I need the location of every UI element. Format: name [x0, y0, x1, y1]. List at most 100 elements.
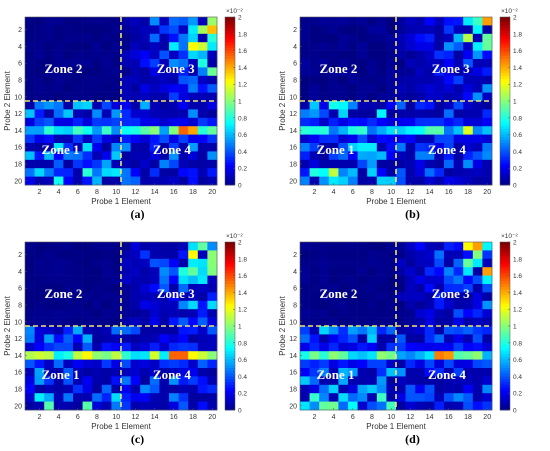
- y-tick-label: 14: [289, 128, 297, 135]
- heatmap-cell: [159, 17, 170, 26]
- heatmap-cell: [434, 84, 445, 93]
- heatmap-cell: [130, 17, 141, 26]
- heatmap-cell: [53, 84, 64, 93]
- heatmap-cell: [149, 401, 160, 411]
- heatmap-cell: [149, 126, 160, 135]
- heatmap-cell: [25, 292, 35, 302]
- heatmap-cell: [482, 134, 493, 144]
- heatmap-cell: [319, 17, 330, 26]
- heatmap-panel-b: Zone 2 Zone 3 Zone 1 Zone 4 2 4 6 8 10 12 14 16 18 20…: [275, 0, 550, 225]
- colorbar-step: [225, 103, 235, 107]
- heatmap-cell: [309, 17, 320, 26]
- heatmap-cell: [367, 250, 378, 260]
- heatmap-cell: [73, 401, 83, 411]
- x-tick-label: 4: [57, 189, 61, 196]
- heatmap-cell: [348, 42, 358, 51]
- heatmap-cell: [169, 151, 179, 161]
- heatmap-cell: [338, 50, 349, 60]
- heatmap-cell: [396, 109, 406, 119]
- heatmap-cell: [453, 334, 464, 344]
- heatmap-cell: [482, 50, 493, 60]
- heatmap-cell: [396, 75, 406, 85]
- heatmap-cell: [92, 292, 103, 302]
- heatmap-cell: [188, 384, 199, 394]
- heatmap-cell: [130, 368, 141, 377]
- heatmap-cell: [44, 359, 55, 369]
- colorbar-step: [225, 101, 235, 105]
- heatmap-cell: [405, 275, 416, 285]
- y-tick-label: 10: [289, 94, 297, 101]
- heatmap-cell: [386, 92, 397, 102]
- heatmap-cell: [159, 67, 170, 77]
- heatmap-cell: [73, 67, 83, 77]
- colorbar-step: [225, 89, 235, 93]
- heatmap-cell: [376, 109, 387, 119]
- heatmap-cell: [140, 151, 151, 161]
- colorbar-step: [500, 396, 510, 400]
- heatmap-cell: [149, 92, 160, 102]
- heatmap-cell: [309, 168, 320, 177]
- heatmap-cell: [338, 317, 349, 327]
- x-tick-label: 16: [170, 414, 178, 421]
- heatmap-cell: [376, 275, 387, 285]
- heatmap-cell: [178, 50, 189, 60]
- colorbar-step: [225, 50, 235, 54]
- heatmap-cell: [376, 75, 387, 85]
- heatmap-cell: [472, 384, 483, 394]
- heatmap-cell: [178, 151, 189, 161]
- heatmap-cell: [188, 393, 199, 402]
- heatmap-cell: [121, 376, 131, 386]
- heatmap-cell: [159, 109, 170, 119]
- colorbar-step: [500, 264, 510, 268]
- heatmap-cell: [424, 242, 435, 251]
- heatmap-cell: [121, 275, 131, 285]
- colorbar-step: [225, 328, 235, 332]
- x-tick-label: 20: [208, 189, 216, 196]
- heatmap-cell: [188, 292, 199, 302]
- heatmap-cell: [63, 384, 74, 394]
- heatmap-cell: [309, 151, 320, 161]
- heatmap-cell: [63, 292, 74, 302]
- heatmap-cell: [101, 300, 112, 310]
- heatmap-cell: [207, 168, 218, 177]
- heatmap-cell: [376, 176, 387, 186]
- heatmap-cell: [328, 267, 339, 276]
- heatmap-cell: [111, 117, 122, 127]
- heatmap-cell: [111, 84, 122, 93]
- heatmap-cell: [338, 75, 349, 85]
- heatmap-cell: [309, 368, 320, 377]
- heatmap-cell: [25, 176, 35, 186]
- heatmap-cell: [415, 267, 426, 276]
- heatmap-cell: [44, 84, 55, 93]
- heatmap-cell: [444, 258, 454, 268]
- zone-label: Zone 3: [432, 61, 470, 76]
- heatmap-cell: [34, 267, 45, 276]
- heatmap-cell: [130, 326, 141, 335]
- heatmap-cell: [300, 326, 310, 335]
- heatmap-cell: [130, 284, 141, 293]
- heatmap-cell: [444, 84, 454, 93]
- heatmap-cell: [424, 159, 435, 169]
- heatmap-cell: [482, 284, 493, 293]
- heatmap-cell: [396, 250, 406, 260]
- heatmap-cell: [357, 92, 368, 102]
- heatmap-cell: [188, 376, 199, 386]
- heatmap-cell: [140, 84, 151, 93]
- heatmap-cell: [25, 334, 35, 344]
- heatmap-cell: [319, 33, 330, 43]
- heatmap-cell: [178, 25, 189, 35]
- colorbar-step: [500, 42, 510, 46]
- heatmap-cell: [434, 25, 445, 35]
- heatmap-cell: [376, 351, 387, 360]
- heatmap-cell: [111, 351, 122, 360]
- colorbar-step: [225, 140, 235, 144]
- zone-label: Zone 4: [153, 367, 191, 382]
- heatmap-cell: [444, 334, 454, 344]
- heatmap-cell: [34, 342, 45, 352]
- heatmap-cell: [386, 176, 397, 186]
- heatmap-cell: [207, 342, 218, 352]
- heatmap-cell: [338, 159, 349, 169]
- heatmap-cell: [328, 67, 339, 77]
- heatmap-cell: [197, 33, 208, 43]
- heatmap-cell: [463, 300, 474, 310]
